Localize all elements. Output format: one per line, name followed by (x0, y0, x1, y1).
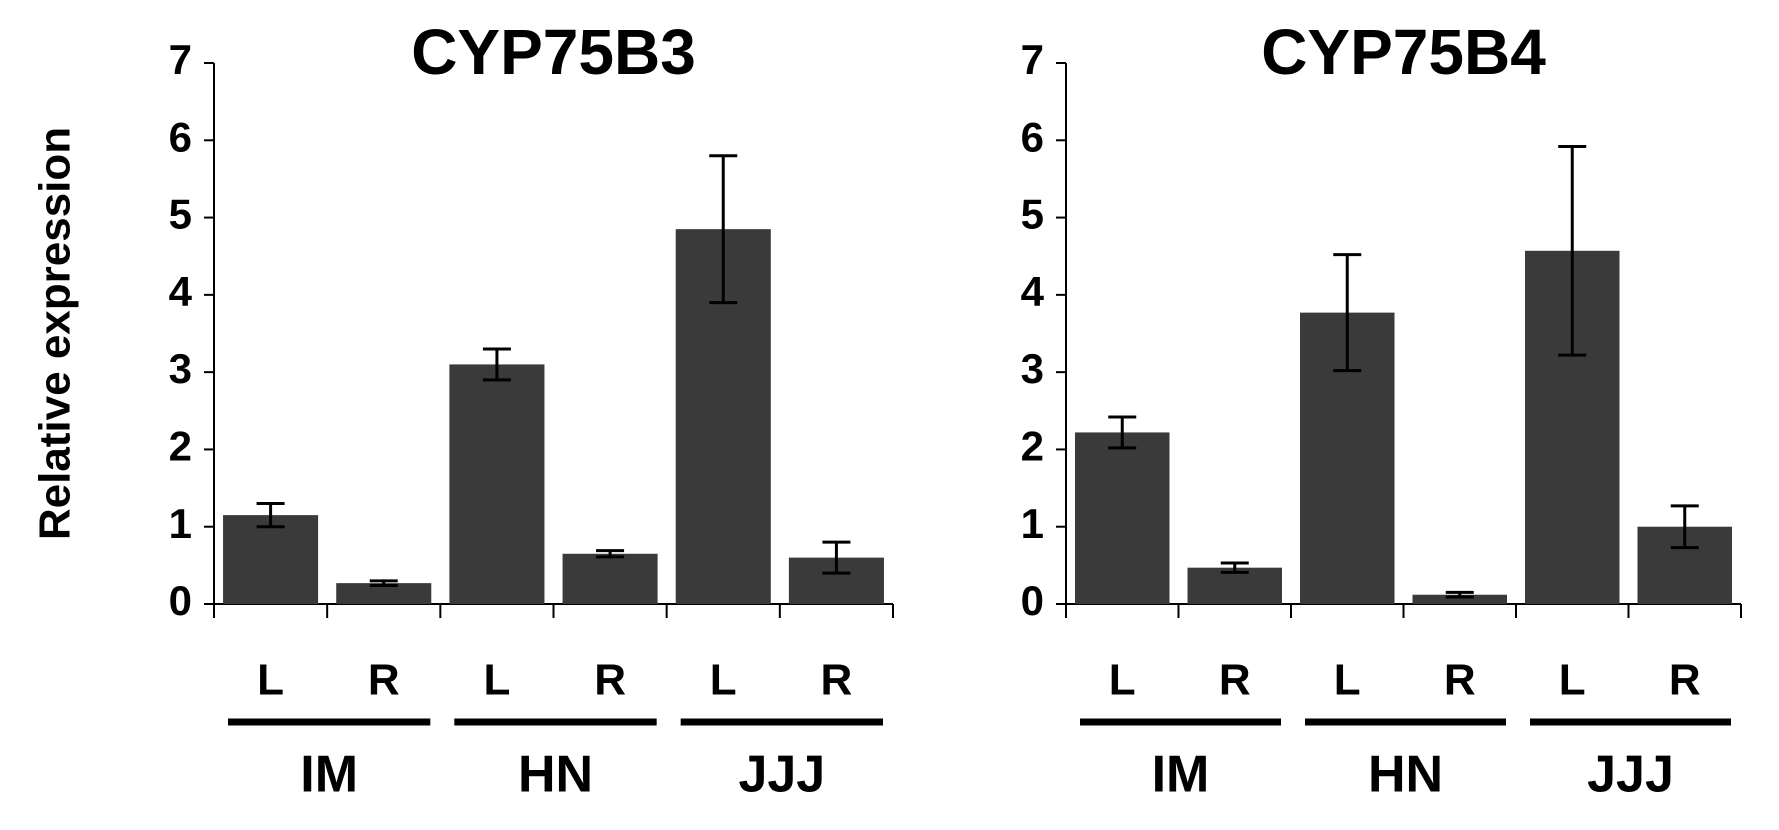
x-tick-label: L (1334, 656, 1361, 705)
x-tick-label: R (1669, 656, 1701, 705)
x-tick-label: R (594, 656, 626, 705)
y-tick-label: 7 (1021, 36, 1044, 83)
group-label: JJJ (738, 746, 825, 804)
x-tick-label: L (483, 656, 510, 705)
chart-title: CYP75B3 (411, 16, 696, 88)
y-tick-label: 1 (1021, 500, 1044, 547)
y-tick-label: 3 (1021, 345, 1044, 392)
y-tick-label: 2 (1021, 423, 1044, 470)
y-tick-label: 6 (169, 113, 192, 160)
y-tick-label: 1 (169, 500, 192, 547)
y-tick-label: 0 (169, 577, 192, 624)
x-tick-label: R (1444, 656, 1476, 705)
x-tick-label: L (1109, 656, 1136, 705)
group-label: HN (518, 746, 593, 804)
bar (223, 515, 319, 604)
bar (1412, 594, 1507, 604)
group-label: JJJ (1587, 746, 1674, 804)
x-tick-label: R (368, 656, 400, 705)
group-label: IM (300, 746, 358, 804)
x-tick-label: R (1219, 656, 1251, 705)
y-tick-label: 2 (169, 423, 192, 470)
bar (449, 364, 545, 604)
y-tick-label: 5 (1021, 191, 1044, 238)
y-tick-label: 5 (169, 191, 192, 238)
group-label: HN (1368, 746, 1443, 804)
y-tick-label: 0 (1021, 577, 1044, 624)
y-tick-label: 4 (169, 268, 193, 315)
x-tick-label: L (710, 656, 737, 705)
y-tick-label: 6 (1021, 113, 1044, 160)
x-tick-label: R (821, 656, 853, 705)
x-tick-label: L (257, 656, 284, 705)
y-tick-label: 7 (169, 36, 192, 83)
bar (562, 553, 658, 604)
y-axis-label: Relative expression (31, 127, 80, 540)
group-label: IM (1152, 746, 1210, 804)
y-tick-label: 4 (1021, 268, 1045, 315)
chart-title: CYP75B4 (1261, 16, 1546, 88)
y-tick-label: 3 (169, 345, 192, 392)
bar (336, 583, 432, 604)
bar (1075, 432, 1170, 604)
x-tick-label: L (1559, 656, 1586, 705)
